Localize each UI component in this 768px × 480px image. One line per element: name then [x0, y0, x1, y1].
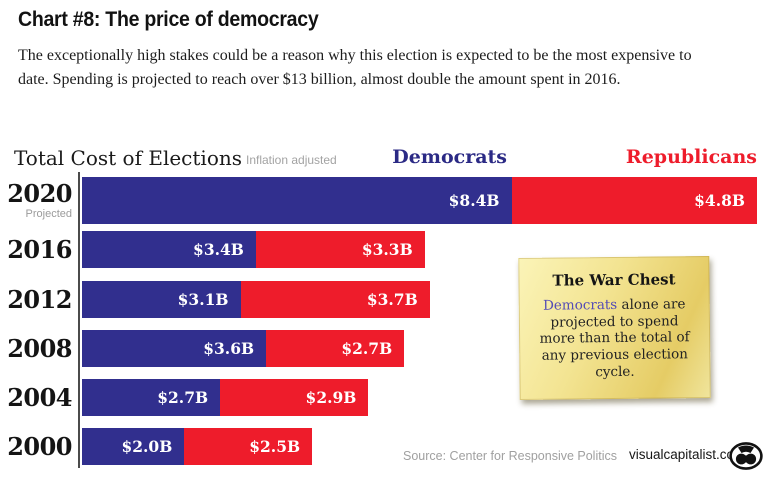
bar-row-2004: 2004 $2.7B $2.9B	[0, 379, 369, 416]
bar-row-2016: 2016 $3.4B $3.3B	[0, 231, 425, 268]
bar-row-2020: 2020 Projected $8.4B $4.8B	[0, 177, 757, 224]
site-url[interactable]: visualcapitalist.com	[629, 447, 746, 462]
bar-2008-democrats: $3.6B	[82, 330, 267, 367]
bar-2008-republicans: $2.7B	[266, 330, 405, 367]
bar-2012-republicans: $3.7B	[240, 281, 430, 318]
year-label-2012: 2012	[7, 284, 72, 314]
bar-2016-republicans: $3.3B	[255, 231, 425, 268]
bar-row-2000: 2000 $2.0B $2.5B	[0, 428, 313, 465]
bar-2016-democrats: $3.4B	[82, 231, 256, 268]
year-label-2016: 2016	[7, 234, 72, 264]
year-label-2008: 2008	[7, 333, 72, 363]
page-description: The exceptionally high stakes could be a…	[18, 47, 692, 88]
war-chest-sticky-note: The War Chest Democrats alone are projec…	[518, 256, 711, 400]
bar-2020-democrats: $8.4B	[82, 177, 512, 224]
bar-2020-republicans: $4.8B	[511, 177, 757, 224]
year-label-2020: 2020 Projected	[0, 181, 72, 220]
source-attribution: Source: Center for Responsive Politics	[403, 449, 617, 463]
legend-republicans: Republicans	[625, 146, 757, 168]
chart-subtitle: Inflation adjusted	[246, 153, 337, 167]
bar-row-2008: 2008 $3.6B $2.7B	[0, 330, 405, 367]
bar-row-2012: 2012 $3.1B $3.7B	[0, 281, 430, 318]
bar-2004-democrats: $2.7B	[82, 379, 221, 416]
visualcapitalist-logo-icon	[729, 442, 763, 470]
year-label-2004: 2004	[7, 382, 72, 412]
bar-2012-democrats: $3.1B	[82, 281, 241, 318]
year-label-2000: 2000	[7, 431, 72, 461]
y-axis-line	[78, 172, 80, 468]
note-title: The War Chest	[552, 270, 676, 290]
bar-2004-republicans: $2.9B	[220, 379, 369, 416]
bar-2000-republicans: $2.5B	[184, 428, 313, 465]
legend-democrats: Democrats	[392, 146, 507, 168]
chart-title: Total Cost of Elections	[14, 146, 242, 170]
bar-2000-democrats: $2.0B	[82, 428, 185, 465]
note-body: Democrats alone are projected to spend m…	[533, 296, 697, 381]
page-title: Chart #8: The price of democracy	[18, 8, 319, 31]
note-highlight: Democrats	[542, 296, 618, 314]
year-note-2020: Projected	[25, 207, 72, 220]
